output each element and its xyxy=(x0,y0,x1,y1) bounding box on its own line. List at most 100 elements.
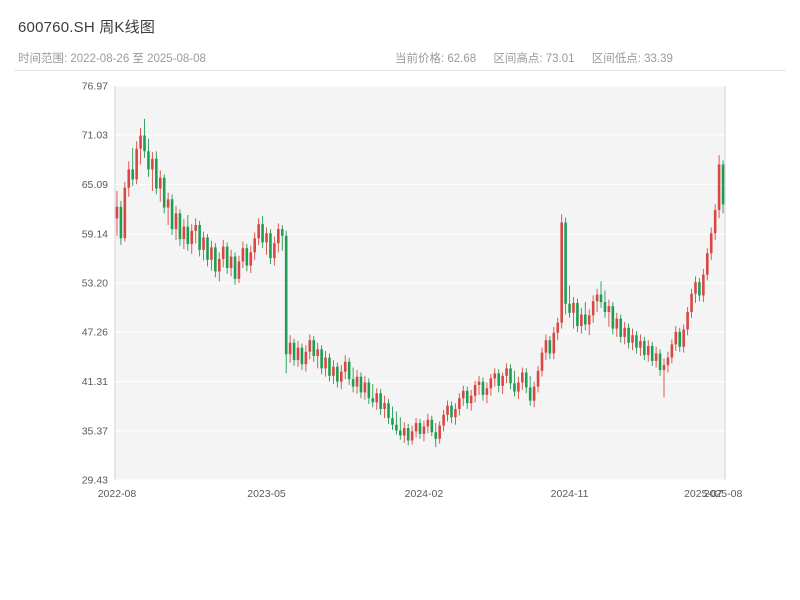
candle-body xyxy=(658,353,662,371)
candle-body xyxy=(233,256,237,279)
candle-body xyxy=(690,293,693,313)
candle-body xyxy=(709,233,713,254)
candle-body xyxy=(572,302,575,313)
y-tick-label: 59.14 xyxy=(82,228,108,240)
candle-body xyxy=(446,405,449,415)
candle-body xyxy=(532,386,536,401)
candle-body xyxy=(170,199,174,230)
candle-body xyxy=(587,315,591,325)
candle-body xyxy=(395,424,398,431)
candle-body xyxy=(639,341,642,348)
candle-body xyxy=(627,327,630,343)
candle-body xyxy=(619,318,623,337)
candle-body xyxy=(198,224,201,250)
candle-body xyxy=(162,177,166,208)
candle-body xyxy=(670,344,674,358)
candle-body xyxy=(576,302,579,327)
chart-title: 600760.SH 周K线图 xyxy=(18,19,156,36)
candle-body xyxy=(422,426,426,434)
candle-body xyxy=(324,357,327,369)
candle-body xyxy=(430,419,434,433)
x-tick-label: 2025-08 xyxy=(704,488,743,500)
candle-body xyxy=(473,384,477,396)
candle-body xyxy=(166,199,170,208)
y-tick-label: 29.43 xyxy=(82,475,108,487)
candle-body xyxy=(721,164,725,205)
candle-body xyxy=(536,370,540,387)
candle-body xyxy=(402,428,406,436)
candle-body xyxy=(355,376,359,387)
y-tick-label: 35.37 xyxy=(82,425,108,437)
candle-body xyxy=(229,256,233,269)
candle-body xyxy=(528,387,532,401)
candle-body xyxy=(320,349,323,369)
candle-body xyxy=(214,247,217,272)
current-price-label: 当前价格: 62.68 xyxy=(395,53,477,65)
candle-body xyxy=(560,222,563,323)
candle-body xyxy=(147,151,150,170)
candle-body xyxy=(363,382,367,393)
candle-body xyxy=(336,366,339,382)
candle-body xyxy=(186,226,190,245)
candle-body xyxy=(568,303,571,313)
candle-body xyxy=(674,331,678,345)
candle-body xyxy=(284,235,288,355)
candle-body xyxy=(599,294,603,303)
candle-body xyxy=(481,381,485,395)
candle-body xyxy=(399,430,402,436)
candle-body xyxy=(237,261,241,279)
candle-body xyxy=(119,206,123,239)
candle-body xyxy=(296,347,300,361)
candle-body xyxy=(277,229,280,244)
candle-body xyxy=(194,224,197,231)
candle-body xyxy=(686,312,689,330)
candle-body xyxy=(458,398,461,409)
candle-body xyxy=(465,390,469,404)
candle-body xyxy=(202,237,205,250)
candle-body xyxy=(249,252,253,266)
candle-body xyxy=(489,378,493,389)
candle-body xyxy=(332,366,335,376)
candle-body xyxy=(702,274,705,296)
candle-body xyxy=(217,258,221,272)
x-tick-label: 2022-08 xyxy=(98,488,137,500)
candle-body xyxy=(580,314,583,327)
x-tick-label: 2025-07 xyxy=(684,488,723,500)
candle-body xyxy=(375,393,379,403)
x-tick-label: 2023-05 xyxy=(247,488,286,500)
candle-body xyxy=(351,379,355,387)
candle-body xyxy=(158,177,162,189)
header-divider xyxy=(14,70,786,71)
candle-body xyxy=(631,335,634,343)
candle-body xyxy=(312,340,316,356)
candle-body xyxy=(564,222,567,304)
candle-body xyxy=(143,135,146,152)
candle-body xyxy=(615,318,619,329)
candle-body xyxy=(131,169,135,180)
y-tick-label: 41.31 xyxy=(82,376,108,388)
candle-body xyxy=(387,403,390,419)
candle-body xyxy=(391,418,394,425)
candle-body xyxy=(493,373,497,379)
candle-body xyxy=(292,342,296,361)
range-high-label: 区间高点: 73.01 xyxy=(493,53,575,65)
candle-body xyxy=(221,246,225,259)
candle-body xyxy=(115,206,119,219)
candle-body xyxy=(225,246,229,269)
candle-body xyxy=(210,247,213,260)
candle-body xyxy=(591,301,595,316)
y-tick-label: 65.09 xyxy=(82,179,108,191)
candle-body xyxy=(127,169,131,188)
candle-body xyxy=(643,341,646,356)
candle-body xyxy=(434,432,438,439)
candle-body xyxy=(304,351,308,365)
y-tick-label: 53.20 xyxy=(82,278,108,290)
candle-body xyxy=(245,248,249,266)
y-tick-label: 71.03 xyxy=(82,130,108,142)
candle-body xyxy=(662,365,666,371)
candle-body xyxy=(253,238,257,253)
candle-body xyxy=(450,405,453,418)
candle-body xyxy=(556,322,560,333)
candle-body xyxy=(713,210,717,234)
candle-body xyxy=(524,372,528,388)
